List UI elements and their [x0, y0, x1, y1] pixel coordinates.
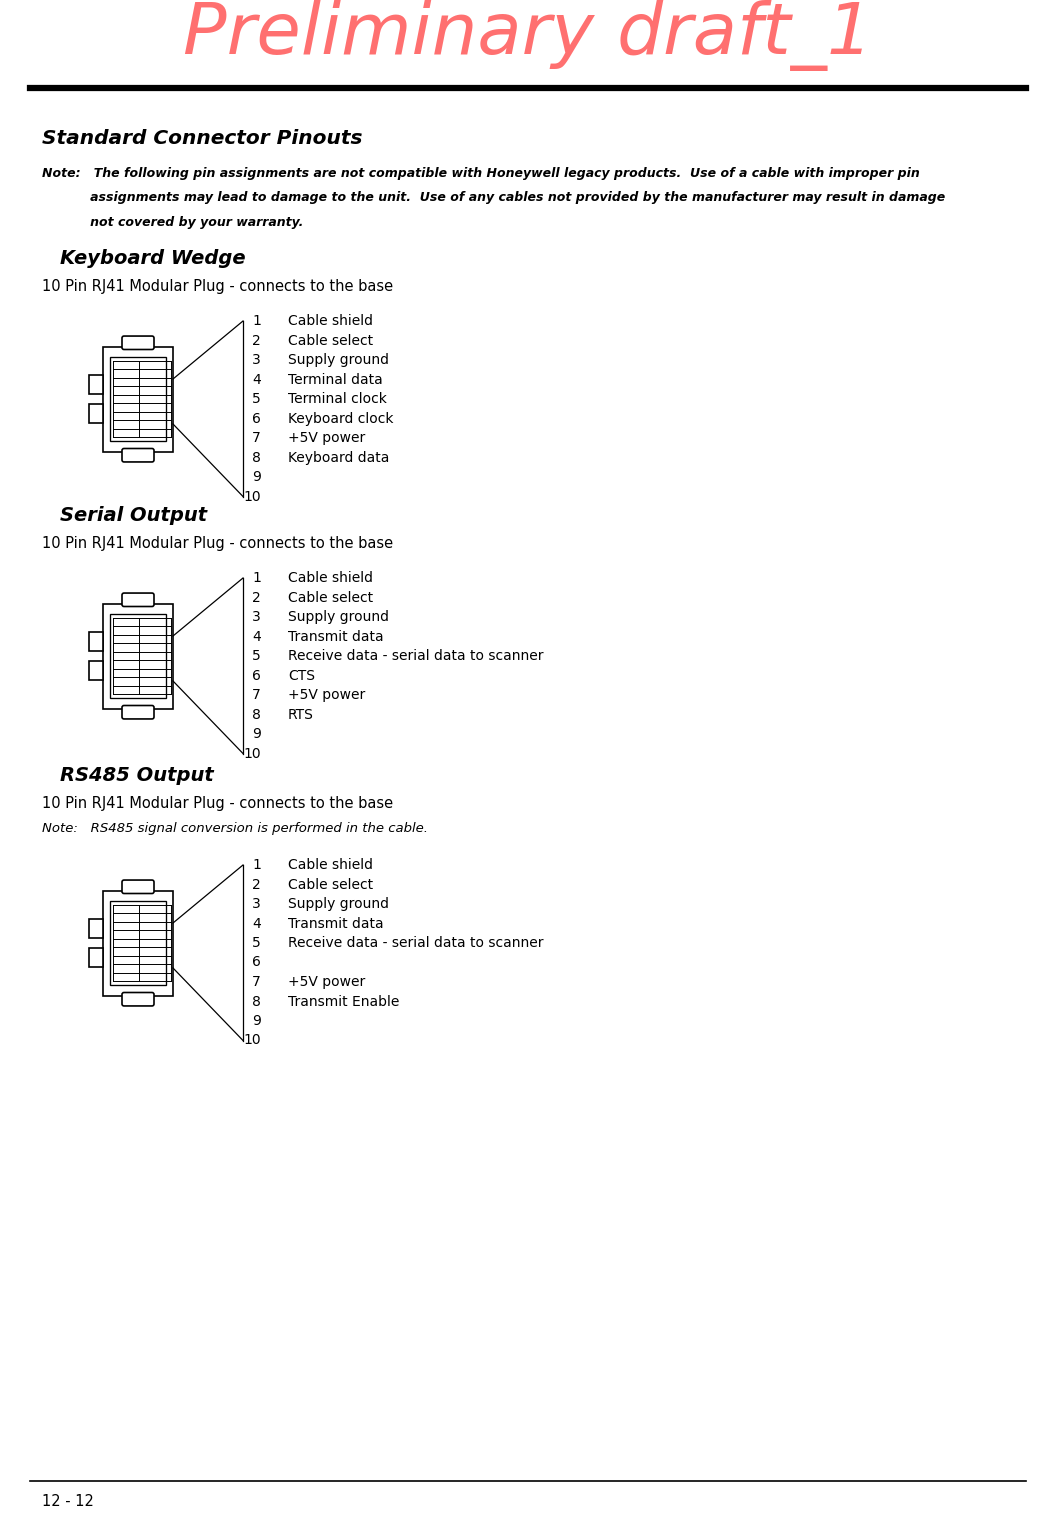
Bar: [103, 347, 173, 451]
Text: Serial Output: Serial Output: [60, 506, 207, 524]
Bar: [89, 949, 103, 967]
Text: Transmit data: Transmit data: [288, 917, 383, 931]
Bar: [89, 375, 103, 394]
Text: Supply ground: Supply ground: [288, 353, 389, 367]
Text: 7: 7: [252, 688, 261, 702]
Text: Supply ground: Supply ground: [288, 611, 389, 624]
Text: Terminal data: Terminal data: [288, 373, 382, 387]
Text: Cable select: Cable select: [288, 877, 373, 891]
Text: 2: 2: [252, 334, 261, 347]
Text: 1: 1: [252, 571, 261, 585]
Text: Keyboard Wedge: Keyboard Wedge: [60, 248, 246, 268]
Text: 5: 5: [252, 937, 261, 950]
Bar: [103, 603, 173, 708]
FancyBboxPatch shape: [122, 993, 154, 1007]
Text: 10 Pin RJ41 Modular Plug - connects to the base: 10 Pin RJ41 Modular Plug - connects to t…: [42, 536, 393, 550]
Text: +5V power: +5V power: [288, 688, 365, 702]
Text: 1: 1: [252, 857, 261, 873]
Text: 2: 2: [252, 877, 261, 891]
Text: 6: 6: [252, 955, 261, 970]
Text: RTS: RTS: [288, 708, 314, 722]
Text: 7: 7: [252, 431, 261, 445]
Bar: [110, 356, 166, 442]
Text: 10: 10: [243, 746, 261, 760]
Text: Cable select: Cable select: [288, 591, 373, 605]
Text: Receive data - serial data to scanner: Receive data - serial data to scanner: [288, 649, 544, 663]
Text: Preliminary draft_1: Preliminary draft_1: [183, 0, 873, 70]
Text: Transmit Enable: Transmit Enable: [288, 995, 399, 1008]
Text: +5V power: +5V power: [288, 431, 365, 445]
Text: 9: 9: [252, 726, 261, 742]
Text: 8: 8: [252, 995, 261, 1008]
Text: 7: 7: [252, 975, 261, 988]
Text: 12 - 12: 12 - 12: [42, 1494, 94, 1508]
Text: Cable shield: Cable shield: [288, 314, 373, 327]
Text: Transmit data: Transmit data: [288, 629, 383, 644]
Text: Note:   The following pin assignments are not compatible with Honeywell legacy p: Note: The following pin assignments are …: [42, 166, 920, 180]
Text: 3: 3: [252, 897, 261, 911]
FancyBboxPatch shape: [122, 337, 154, 349]
Bar: [89, 661, 103, 681]
Text: RS485 Output: RS485 Output: [60, 766, 213, 784]
Text: 9: 9: [252, 471, 261, 484]
Text: assignments may lead to damage to the unit.  Use of any cables not provided by t: assignments may lead to damage to the un…: [42, 190, 945, 204]
Text: 10 Pin RJ41 Modular Plug - connects to the base: 10 Pin RJ41 Modular Plug - connects to t…: [42, 279, 393, 294]
Text: 10 Pin RJ41 Modular Plug - connects to the base: 10 Pin RJ41 Modular Plug - connects to t…: [42, 795, 393, 810]
Text: 8: 8: [252, 708, 261, 722]
Text: Supply ground: Supply ground: [288, 897, 389, 911]
Text: 8: 8: [252, 451, 261, 465]
Bar: [89, 404, 103, 423]
Bar: [89, 918, 103, 938]
Text: 6: 6: [252, 669, 261, 682]
Text: 5: 5: [252, 649, 261, 663]
Text: 10: 10: [243, 489, 261, 504]
Text: Cable shield: Cable shield: [288, 571, 373, 585]
Text: CTS: CTS: [288, 669, 315, 682]
Text: 5: 5: [252, 391, 261, 407]
Text: Cable shield: Cable shield: [288, 857, 373, 873]
Text: +5V power: +5V power: [288, 975, 365, 988]
Text: 2: 2: [252, 591, 261, 605]
Text: 10: 10: [243, 1034, 261, 1048]
Text: 1: 1: [252, 314, 261, 327]
Text: Receive data - serial data to scanner: Receive data - serial data to scanner: [288, 937, 544, 950]
Text: 4: 4: [252, 917, 261, 931]
FancyBboxPatch shape: [122, 448, 154, 461]
Text: Keyboard data: Keyboard data: [288, 451, 390, 465]
Text: 6: 6: [252, 411, 261, 425]
Text: 9: 9: [252, 1014, 261, 1028]
Text: 4: 4: [252, 629, 261, 644]
Text: 3: 3: [252, 611, 261, 624]
Text: Keyboard clock: Keyboard clock: [288, 411, 394, 425]
Bar: [110, 614, 166, 698]
Text: Terminal clock: Terminal clock: [288, 391, 386, 407]
Text: Standard Connector Pinouts: Standard Connector Pinouts: [42, 128, 362, 148]
Text: Note:   RS485 signal conversion is performed in the cable.: Note: RS485 signal conversion is perform…: [42, 821, 428, 835]
Bar: [110, 902, 166, 985]
Bar: [103, 891, 173, 996]
FancyBboxPatch shape: [122, 880, 154, 894]
FancyBboxPatch shape: [122, 705, 154, 719]
Bar: [89, 632, 103, 650]
FancyBboxPatch shape: [122, 592, 154, 606]
Text: 3: 3: [252, 353, 261, 367]
Text: Cable select: Cable select: [288, 334, 373, 347]
Text: 4: 4: [252, 373, 261, 387]
Text: not covered by your warranty.: not covered by your warranty.: [42, 215, 303, 228]
